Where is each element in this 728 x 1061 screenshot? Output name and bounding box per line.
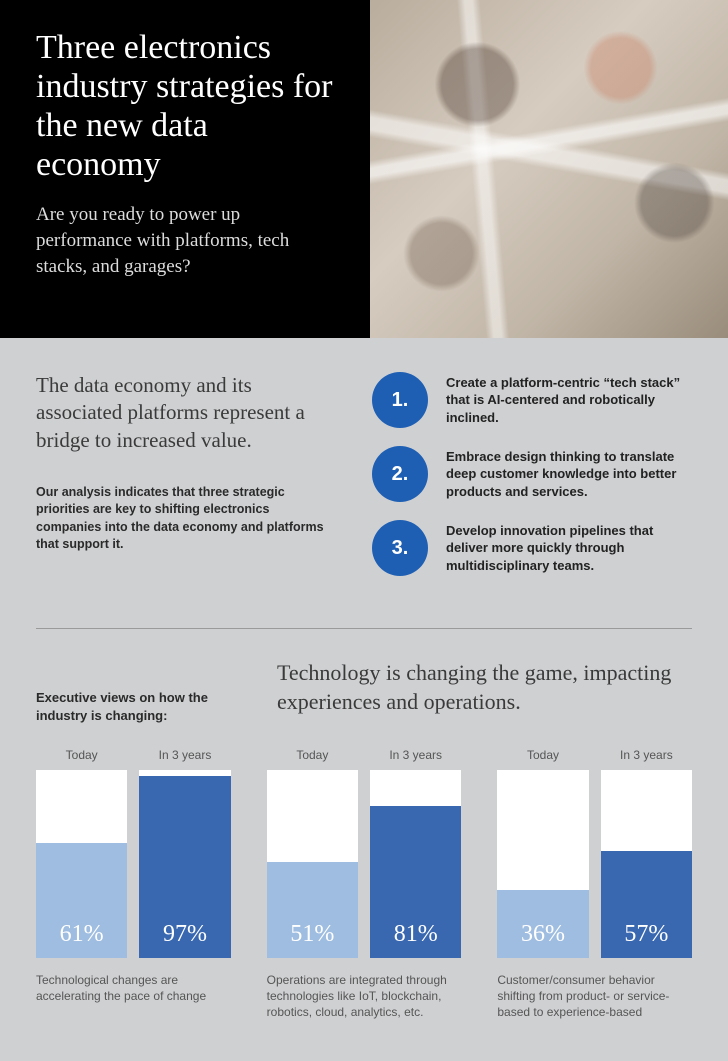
bar-header-today: Today [267, 748, 358, 770]
numbered-text: Embrace design thinking to translate dee… [446, 448, 692, 501]
chart-group-2: Today 51% In 3 years 81% Operations are … [267, 748, 462, 1021]
hero-image [370, 0, 728, 338]
chart-caption: Operations are integrated through techno… [267, 972, 462, 1021]
bar-header-future: In 3 years [370, 748, 461, 770]
numbered-text: Create a platform-centric “tech stack” t… [446, 374, 692, 427]
bar-fill-future: 57% [601, 851, 692, 958]
bar-container: 81% [370, 770, 461, 958]
bar-container: 97% [139, 770, 230, 958]
number-circle: 1. [372, 372, 428, 428]
bar-pair: Today 36% In 3 years 57% [497, 748, 692, 958]
bar-container: 36% [497, 770, 588, 958]
hero-text-panel: Three electronics industry strategies fo… [0, 0, 370, 338]
hero-title: Three electronics industry strategies fo… [36, 28, 340, 184]
chart-group-1: Today 61% In 3 years 97% Technological c… [36, 748, 231, 1021]
chart-caption: Customer/consumer behavior shifting from… [497, 972, 692, 1021]
bar-pair: Today 51% In 3 years 81% [267, 748, 462, 958]
bar-future: In 3 years 97% [139, 748, 230, 958]
exec-views-label: Executive views on how the industry is c… [36, 659, 241, 724]
numbered-item-1: 1. Create a platform-centric “tech stack… [372, 372, 692, 428]
bar-header-today: Today [497, 748, 588, 770]
bar-fill-today: 61% [36, 843, 127, 958]
intro-numbered-list: 1. Create a platform-centric “tech stack… [372, 372, 692, 594]
bar-fill-future: 97% [139, 776, 230, 958]
numbered-item-2: 2. Embrace design thinking to translate … [372, 446, 692, 502]
intro-body: Our analysis indicates that three strate… [36, 484, 336, 554]
bar-today: Today 61% [36, 748, 127, 958]
bar-fill-today: 36% [497, 890, 588, 958]
numbered-text: Develop innovation pipelines that delive… [446, 522, 692, 575]
bar-today: Today 36% [497, 748, 588, 958]
bar-fill-future: 81% [370, 806, 461, 958]
bar-container: 51% [267, 770, 358, 958]
hero-section: Three electronics industry strategies fo… [0, 0, 728, 338]
chart-caption: Technological changes are accelerating t… [36, 972, 231, 1004]
number-circle: 3. [372, 520, 428, 576]
bar-today: Today 51% [267, 748, 358, 958]
numbered-item-3: 3. Develop innovation pipelines that del… [372, 520, 692, 576]
bar-container: 61% [36, 770, 127, 958]
section-divider [36, 628, 692, 629]
number-circle: 2. [372, 446, 428, 502]
bar-header-future: In 3 years [601, 748, 692, 770]
bar-future: In 3 years 81% [370, 748, 461, 958]
chart-group-3: Today 36% In 3 years 57% Customer/consum… [497, 748, 692, 1021]
infographic-page: Three electronics industry strategies fo… [0, 0, 728, 1061]
bar-container: 57% [601, 770, 692, 958]
bar-header-today: Today [36, 748, 127, 770]
hero-subtitle: Are you ready to power up performance wi… [36, 202, 340, 279]
charts-section-title: Technology is changing the game, impacti… [277, 659, 692, 724]
charts-header: Executive views on how the industry is c… [36, 659, 692, 724]
content-section: The data economy and its associated plat… [0, 338, 728, 1061]
intro-heading: The data economy and its associated plat… [36, 372, 336, 454]
intro-row: The data economy and its associated plat… [36, 372, 692, 594]
bar-fill-today: 51% [267, 862, 358, 958]
intro-left: The data economy and its associated plat… [36, 372, 336, 594]
bar-future: In 3 years 57% [601, 748, 692, 958]
bar-pair: Today 61% In 3 years 97% [36, 748, 231, 958]
charts-row: Today 61% In 3 years 97% Technological c… [36, 748, 692, 1021]
bar-header-future: In 3 years [139, 748, 230, 770]
